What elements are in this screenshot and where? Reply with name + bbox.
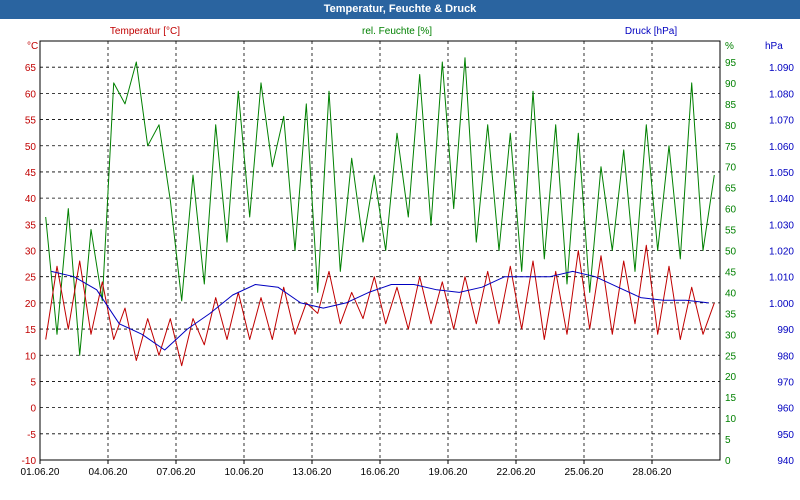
y-tick-label: 940 xyxy=(777,456,794,467)
y-tick-label: 45 xyxy=(25,168,37,179)
x-tick-label: 16.06.20 xyxy=(361,467,400,478)
series-line-temperature xyxy=(45,244,715,367)
y-tick-label: 75 xyxy=(725,142,737,153)
y-tick-label: 990 xyxy=(777,325,794,336)
y-tick-label: 1.010 xyxy=(769,273,794,284)
chart: Temperatur [°C] rel. Feuchte [%] Druck [… xyxy=(21,26,795,478)
y-tick-label: 35 xyxy=(25,220,37,231)
x-ticks: 01.06.20 04.06.20 07.06.20 10.06.20 13.06.20… xyxy=(21,460,672,478)
y-tick-label: 1.070 xyxy=(769,116,794,127)
y-tick-label: 1.050 xyxy=(769,168,794,179)
y-tick-label: 40 xyxy=(725,288,737,299)
y-tick-label: 1.030 xyxy=(769,220,794,231)
y-tick-label: 60 xyxy=(25,89,37,100)
y-tick-label: -5 xyxy=(27,430,36,441)
x-tick-label: 19.06.20 xyxy=(429,467,468,478)
grid xyxy=(40,41,720,460)
y-tick-label: 950 xyxy=(777,430,794,441)
x-tick-label: 22.06.20 xyxy=(497,467,536,478)
y-tick-label: 85 xyxy=(725,100,737,111)
series-layer xyxy=(45,57,715,367)
y-tick-label: 960 xyxy=(777,404,794,415)
temperature-axis-heading: Temperatur [°C] xyxy=(110,26,180,37)
x-tick-label: 25.06.20 xyxy=(565,467,604,478)
y-tick-label: 0 xyxy=(30,404,36,415)
y-tick-label: 40 xyxy=(25,194,37,205)
y-tick-label: 20 xyxy=(25,299,37,310)
y-tick-label: -10 xyxy=(22,456,37,467)
y-tick-label: 55 xyxy=(725,226,737,237)
y-tick-label: 1.080 xyxy=(769,89,794,100)
y-tick-label: 1.090 xyxy=(769,63,794,74)
y-tick-label: 65 xyxy=(25,63,37,74)
series-line-humidity xyxy=(45,57,715,356)
y-tick-label: 5 xyxy=(30,377,36,388)
y-tick-label: 1.060 xyxy=(769,142,794,153)
humidity-axis-heading: rel. Feuchte [%] xyxy=(362,26,432,37)
x-tick-label: 28.06.20 xyxy=(633,467,672,478)
y-tick-label: 10 xyxy=(725,414,737,425)
window-title: Temperatur, Feuchte & Druck xyxy=(0,0,800,19)
y-tick-label: 90 xyxy=(725,79,737,90)
y-tick-label: 30 xyxy=(725,330,737,341)
y-tick-label: 25 xyxy=(25,273,37,284)
temperature-unit-label: °C xyxy=(27,41,38,52)
y-tick-label: 65 xyxy=(725,184,737,195)
y-tick-label: 1.000 xyxy=(769,299,794,310)
humidity-unit-label: % xyxy=(725,41,734,52)
pressure-axis-heading: Druck [hPa] xyxy=(625,26,677,37)
y-tick-label: 35 xyxy=(725,309,737,320)
y-tick-label: 30 xyxy=(25,247,37,258)
y-tick-label: 1.040 xyxy=(769,194,794,205)
y-tick-label: 80 xyxy=(725,121,737,132)
y-tick-label: 45 xyxy=(725,267,737,278)
x-tick-label: 07.06.20 xyxy=(157,467,196,478)
y-tick-label: 0 xyxy=(725,456,731,467)
y-tick-label: 50 xyxy=(725,247,737,258)
y-tick-label: 50 xyxy=(25,142,37,153)
y-tick-label: 25 xyxy=(725,351,737,362)
x-tick-label: 01.06.20 xyxy=(21,467,60,478)
y-tick-label: 60 xyxy=(725,205,737,216)
y-tick-label: 1.020 xyxy=(769,247,794,258)
y-tick-label: 980 xyxy=(777,351,794,362)
y-tick-label: 15 xyxy=(725,393,737,404)
x-tick-label: 13.06.20 xyxy=(293,467,332,478)
series-line-pressure xyxy=(51,270,709,351)
x-tick-label: 10.06.20 xyxy=(225,467,264,478)
y-tick-label: 15 xyxy=(25,325,37,336)
y-tick-label: 95 xyxy=(725,58,737,69)
y-tick-label: 970 xyxy=(777,377,794,388)
y-tick-label: 5 xyxy=(725,435,731,446)
y-tick-label: 70 xyxy=(725,163,737,174)
pressure-ticks: 1.090 1.080 1.070 1.060 1.050 1.040 1.030 1.020… xyxy=(769,63,794,467)
y-tick-label: 10 xyxy=(25,351,37,362)
pressure-unit-label: hPa xyxy=(765,41,783,52)
y-tick-label: 55 xyxy=(25,116,37,127)
x-tick-label: 04.06.20 xyxy=(89,467,128,478)
y-tick-label: 20 xyxy=(725,372,737,383)
